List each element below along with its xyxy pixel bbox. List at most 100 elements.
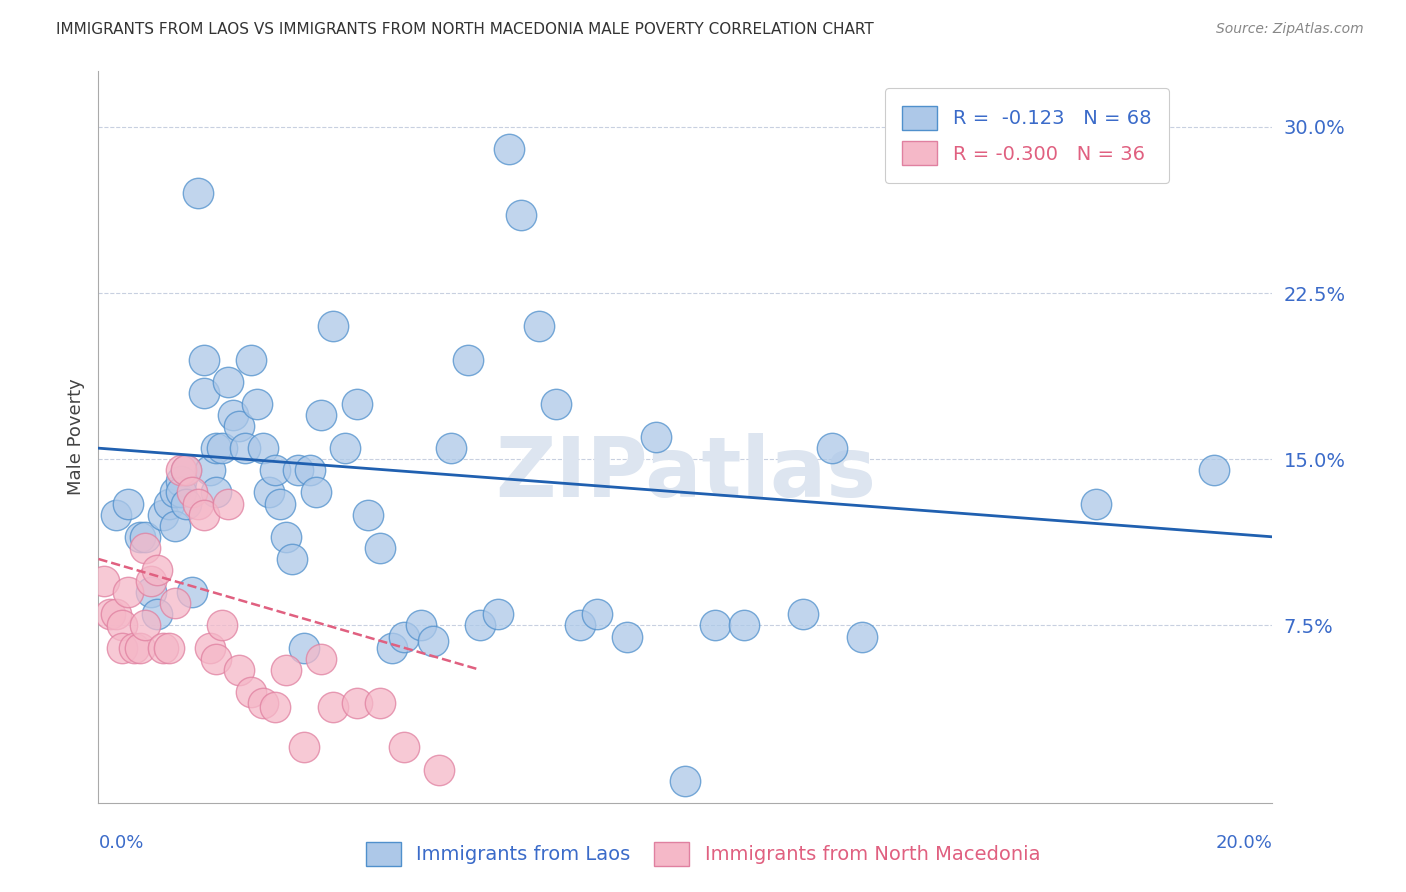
- Point: [246, 397, 269, 411]
- Point: [134, 618, 156, 632]
- Point: [792, 607, 814, 622]
- Point: [128, 530, 150, 544]
- Point: [269, 497, 291, 511]
- Point: [422, 634, 444, 648]
- Point: [252, 441, 274, 455]
- Point: [311, 408, 333, 422]
- Point: [457, 352, 479, 367]
- Point: [181, 585, 204, 599]
- Point: [263, 700, 285, 714]
- Point: [222, 408, 245, 422]
- Point: [163, 596, 186, 610]
- Point: [193, 352, 215, 367]
- Point: [411, 618, 433, 632]
- Point: [111, 640, 134, 655]
- Point: [821, 441, 844, 455]
- Point: [392, 740, 415, 755]
- Point: [240, 685, 263, 699]
- Point: [141, 585, 163, 599]
- Point: [146, 563, 169, 577]
- Point: [134, 541, 156, 555]
- Point: [703, 618, 725, 632]
- Point: [122, 640, 145, 655]
- Point: [176, 463, 198, 477]
- Point: [228, 419, 250, 434]
- Y-axis label: Male Poverty: Male Poverty: [66, 379, 84, 495]
- Point: [211, 618, 233, 632]
- Point: [586, 607, 609, 622]
- Point: [211, 441, 233, 455]
- Point: [427, 763, 450, 777]
- Point: [287, 463, 309, 477]
- Point: [157, 640, 180, 655]
- Point: [163, 485, 186, 500]
- Point: [169, 475, 191, 489]
- Point: [1202, 463, 1225, 477]
- Point: [276, 530, 298, 544]
- Point: [217, 497, 239, 511]
- Point: [205, 441, 228, 455]
- Point: [468, 618, 491, 632]
- Text: 0.0%: 0.0%: [98, 834, 143, 852]
- Point: [311, 651, 333, 665]
- Point: [322, 700, 344, 714]
- Point: [176, 497, 198, 511]
- Point: [111, 618, 134, 632]
- Point: [498, 142, 520, 156]
- Point: [146, 607, 169, 622]
- Point: [193, 508, 215, 522]
- Point: [152, 640, 174, 655]
- Point: [346, 397, 368, 411]
- Point: [163, 518, 186, 533]
- Point: [169, 485, 191, 500]
- Point: [616, 630, 638, 644]
- Point: [233, 441, 256, 455]
- Point: [1085, 497, 1108, 511]
- Point: [217, 375, 239, 389]
- Point: [169, 463, 191, 477]
- Point: [263, 463, 285, 477]
- Point: [193, 385, 215, 400]
- Point: [141, 574, 163, 589]
- Point: [851, 630, 873, 644]
- Point: [187, 186, 209, 201]
- Point: [568, 618, 591, 632]
- Point: [368, 696, 391, 710]
- Point: [645, 430, 668, 444]
- Point: [105, 508, 128, 522]
- Point: [128, 640, 150, 655]
- Point: [346, 696, 368, 710]
- Text: Source: ZipAtlas.com: Source: ZipAtlas.com: [1216, 22, 1364, 37]
- Point: [93, 574, 115, 589]
- Point: [392, 630, 415, 644]
- Point: [176, 463, 198, 477]
- Point: [439, 441, 461, 455]
- Text: IMMIGRANTS FROM LAOS VS IMMIGRANTS FROM NORTH MACEDONIA MALE POVERTY CORRELATION: IMMIGRANTS FROM LAOS VS IMMIGRANTS FROM …: [56, 22, 875, 37]
- Point: [105, 607, 128, 622]
- Point: [733, 618, 755, 632]
- Point: [381, 640, 404, 655]
- Point: [257, 485, 280, 500]
- Point: [198, 463, 221, 477]
- Point: [546, 397, 568, 411]
- Legend: R =  -0.123   N = 68, R = -0.300   N = 36: R = -0.123 N = 68, R = -0.300 N = 36: [884, 88, 1168, 183]
- Point: [240, 352, 263, 367]
- Point: [187, 497, 209, 511]
- Point: [198, 640, 221, 655]
- Point: [117, 585, 139, 599]
- Point: [181, 485, 204, 500]
- Point: [357, 508, 380, 522]
- Point: [510, 209, 533, 223]
- Point: [292, 640, 315, 655]
- Point: [152, 508, 174, 522]
- Point: [276, 663, 298, 677]
- Point: [134, 530, 156, 544]
- Point: [252, 696, 274, 710]
- Legend: Immigrants from Laos, Immigrants from North Macedonia: Immigrants from Laos, Immigrants from No…: [359, 834, 1047, 873]
- Point: [298, 463, 321, 477]
- Point: [117, 497, 139, 511]
- Point: [304, 485, 326, 500]
- Point: [675, 773, 697, 788]
- Point: [368, 541, 391, 555]
- Point: [322, 319, 344, 334]
